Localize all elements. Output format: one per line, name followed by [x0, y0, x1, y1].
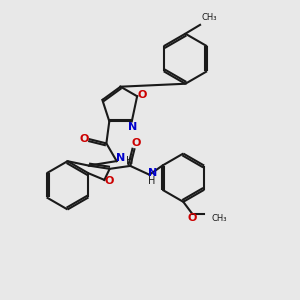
- Text: CH₃: CH₃: [202, 13, 217, 22]
- Text: H: H: [148, 176, 155, 186]
- Text: O: O: [188, 213, 197, 223]
- Text: O: O: [131, 138, 141, 148]
- Text: O: O: [80, 134, 89, 144]
- Text: O: O: [138, 90, 147, 100]
- Text: H: H: [126, 156, 134, 166]
- Text: N: N: [116, 153, 125, 163]
- Text: CH₃: CH₃: [211, 214, 227, 223]
- Text: N: N: [148, 168, 157, 178]
- Text: N: N: [128, 122, 137, 132]
- Text: O: O: [104, 176, 113, 186]
